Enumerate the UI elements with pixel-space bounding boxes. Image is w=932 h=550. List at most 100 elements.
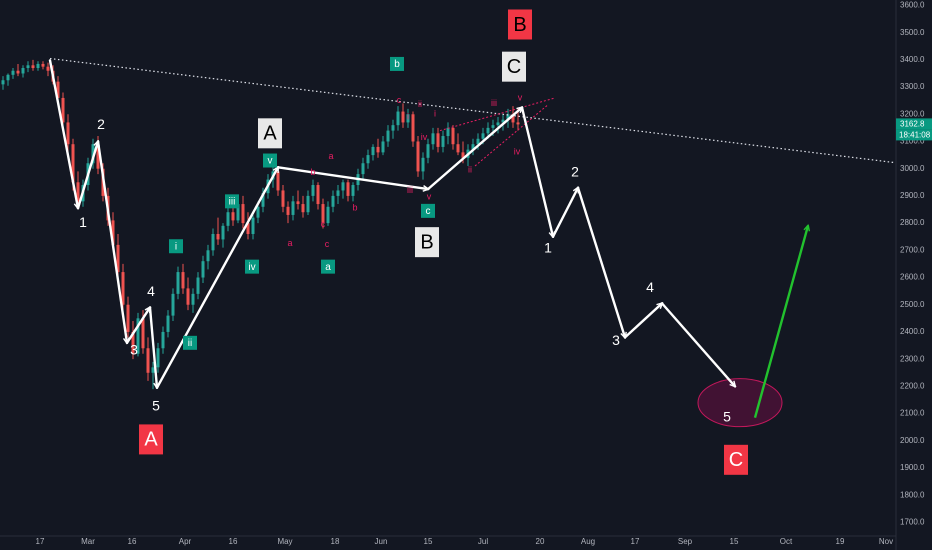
wave-number-label: 4	[147, 283, 155, 299]
candle-body	[486, 127, 490, 134]
candle-body	[311, 185, 315, 196]
candle-body	[111, 220, 115, 245]
candle-body	[96, 144, 100, 169]
candle-body	[416, 141, 420, 172]
candle-body	[446, 127, 450, 137]
subwave-badge-label: b	[394, 59, 400, 70]
subwave-badge-label: iv	[248, 262, 255, 273]
candle-body	[366, 155, 370, 164]
candle-body	[46, 66, 50, 71]
y-tick-label: 2600.0	[900, 273, 925, 282]
candle-body	[386, 130, 390, 142]
x-tick-label: Oct	[780, 537, 793, 546]
candle-body	[316, 185, 320, 205]
candle-body	[91, 144, 95, 164]
y-tick-label: 2200.0	[900, 381, 925, 390]
candle-body	[491, 125, 495, 128]
candle-body	[326, 206, 330, 224]
candle-body	[161, 331, 165, 349]
candle-body	[456, 144, 460, 153]
candle-body	[146, 348, 150, 373]
candle-body	[516, 122, 520, 125]
wave-number-label: 5	[723, 408, 731, 424]
wave-letter-label: B	[513, 14, 526, 36]
x-tick-label: Aug	[581, 537, 595, 546]
candle-body	[41, 63, 45, 67]
x-tick-label: Nov	[879, 537, 893, 546]
elliott-wave-arrow	[520, 106, 553, 236]
candle-body	[231, 212, 235, 221]
candle-body	[141, 318, 145, 349]
wave-number-label: 2	[571, 163, 579, 179]
candle-body	[286, 206, 290, 215]
candle-body	[276, 171, 280, 191]
wave-letter-label: B	[420, 231, 433, 253]
candle-body	[511, 114, 515, 123]
candle-body	[281, 190, 285, 207]
wave-number-label: 4	[646, 279, 654, 295]
subwave-label: b	[310, 167, 315, 177]
elliott-wave-arrow	[576, 186, 625, 338]
x-tick-label: 20	[536, 537, 545, 546]
subwave-label: v	[427, 192, 432, 202]
subwave-label: iv	[514, 147, 521, 157]
subwave-badge-label: ii	[188, 338, 192, 349]
subwave-badge	[183, 335, 197, 350]
x-tick-label: 15	[730, 537, 739, 546]
subwave-label: iv	[421, 132, 428, 142]
candle-body	[476, 138, 480, 145]
candle-body	[496, 122, 500, 126]
wave-letter-badge	[508, 9, 532, 40]
y-tick-label: 3200.0	[900, 109, 925, 118]
elliott-wave-arrow	[276, 166, 428, 189]
candle-body	[336, 190, 340, 196]
candle-body	[121, 272, 125, 305]
candle-body	[126, 304, 130, 332]
candle-body	[296, 201, 300, 205]
candle-body	[151, 367, 155, 373]
subwave-label: iii	[491, 98, 497, 108]
wave-letter-label: C	[507, 56, 521, 78]
subwave-badge	[421, 203, 435, 218]
target-ellipse	[697, 378, 783, 428]
candle-body	[371, 146, 375, 156]
candle-body	[191, 293, 195, 305]
candle-body	[206, 250, 210, 262]
elliott-wave-arrow	[48, 59, 78, 208]
x-tick-label: 18	[331, 537, 340, 546]
candle-countdown-label: 18:41:08	[899, 131, 931, 140]
candle-body	[301, 204, 305, 213]
green-up-arrow	[753, 226, 808, 418]
candle-body	[221, 225, 225, 240]
candle-body	[56, 81, 60, 98]
candle-body	[321, 204, 325, 224]
candle-body	[16, 70, 20, 74]
candle-body	[406, 114, 410, 123]
x-tick-label: 17	[631, 537, 640, 546]
subwave-badge-label: iii	[229, 196, 236, 207]
subwave-badge	[263, 153, 277, 168]
wave-letter-badge	[139, 424, 163, 455]
y-tick-label: 2000.0	[900, 436, 925, 445]
candle-body	[66, 122, 70, 145]
candle-body	[331, 195, 335, 207]
candle-body	[451, 127, 455, 145]
y-tick-label: 1800.0	[900, 490, 925, 499]
candle-body	[256, 206, 260, 218]
candle-body	[471, 144, 475, 150]
candle-body	[6, 74, 10, 81]
candle-body	[36, 63, 40, 69]
y-tick-label: 2300.0	[900, 354, 925, 363]
subwave-label: ii	[468, 164, 472, 174]
x-tick-label: Mar	[81, 537, 95, 546]
candle-body	[136, 318, 140, 354]
candle-body	[21, 68, 25, 74]
candle-body	[71, 144, 75, 183]
y-tick-label: 2100.0	[900, 409, 925, 418]
elliott-wave-arrow	[125, 307, 150, 345]
subwave-badge-label: i	[175, 241, 177, 252]
subwave-label: i	[434, 109, 436, 119]
wave-number-label: 3	[612, 332, 620, 348]
wave-number-label: 5	[152, 397, 160, 413]
subwave-badge-label: a	[325, 262, 331, 273]
